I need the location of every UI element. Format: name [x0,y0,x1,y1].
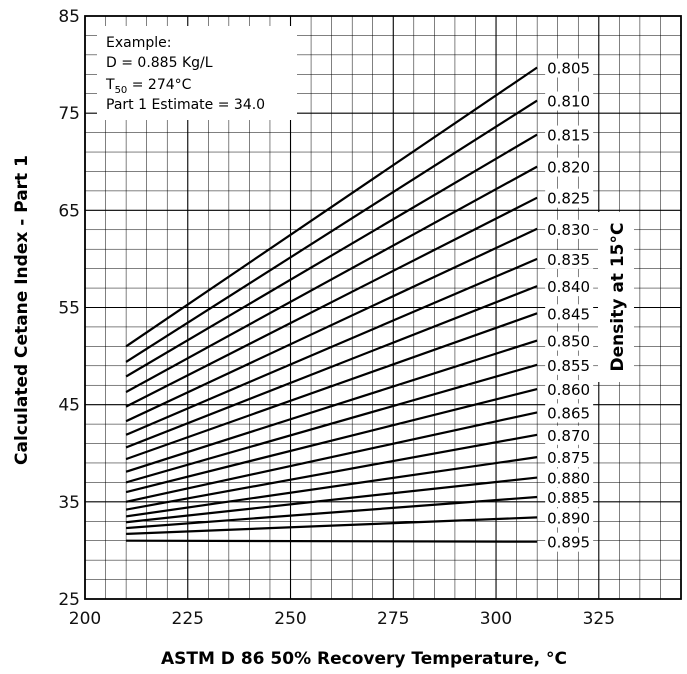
density-label-bg-0.840 [545,277,594,297]
example-t-value: = 274°C [127,77,191,93]
y-tick-label: 35 [58,493,80,513]
density-label-bg-0.865 [545,403,594,423]
x-tick-label: 225 [172,609,204,629]
example-annotation: Example: D = 0.885 Kg/L T50 = 274°C Part… [97,26,297,120]
density-label-bg-0.820 [545,157,594,177]
density-label-0.860: 0.860 [547,381,590,399]
example-t-subscript: 50 [115,85,128,96]
density-line-0.870 [125,433,538,511]
example-density: D = 0.885 Kg/L [106,55,213,71]
density-label-bg-0.875 [545,448,594,468]
density-label-bg-0.855 [545,355,594,375]
density-line-0.885 [126,495,538,530]
density-line-0.810 [125,99,538,363]
density-label-0.895: 0.895 [547,534,590,552]
x-axis-ticks: 200 225 250 275 300 325 [69,609,615,629]
density-line-0.830 [125,227,538,423]
example-box [97,26,297,120]
density-label-0.845: 0.845 [547,305,590,323]
y-tick-label: 85 [58,7,80,27]
density-label-0.810: 0.810 [547,93,590,111]
density-label-bg-0.835 [545,249,594,269]
density-line-0.835 [125,257,538,436]
density-label-0.880: 0.880 [547,470,590,488]
density-label-0.890: 0.890 [547,509,590,527]
x-tick-label: 250 [274,609,306,629]
x-tick-label: 325 [583,609,615,629]
density-line-0.805 [125,66,538,348]
density-label-0.805: 0.805 [547,59,590,77]
y-axis-ticks: 25 35 45 55 65 75 85 [58,7,80,610]
density-label-bg-0.880 [545,468,594,488]
y-tick-label: 25 [58,590,80,610]
density-label-bg-0.890 [545,508,594,528]
plot-frame [84,15,682,600]
density-line-0.895 [126,539,538,543]
x-tick-label: 200 [69,609,101,629]
x-axis-title: ASTM D 86 50% Recovery Temperature, °C [161,649,567,669]
legend-title-group: Density at 15°C [598,212,634,382]
density-label-bg-0.830 [545,219,594,239]
density-line-0.840 [125,285,538,449]
density-line-0.875 [125,456,538,518]
density-label-0.855: 0.855 [547,357,590,375]
density-line-0.855 [125,363,538,484]
density-label-bg-0.815 [545,125,594,145]
density-label-0.850: 0.850 [547,333,590,351]
density-line-0.890 [126,516,538,535]
density-label-0.815: 0.815 [547,127,590,145]
legend-title-box [598,212,634,382]
example-t-symbol: T [105,77,115,93]
example-heading: Example: [106,35,171,51]
density-lines [125,66,538,543]
density-label-bg-0.895 [545,532,594,552]
density-label-0.865: 0.865 [547,404,590,422]
legend-title: Density at 15°C [608,223,628,372]
density-label-0.830: 0.830 [547,221,590,239]
density-label-0.875: 0.875 [547,449,590,467]
density-label-bg-0.870 [545,425,594,445]
density-label-0.885: 0.885 [547,489,590,507]
density-label-bg-0.810 [545,91,594,111]
density-label-bg-0.825 [545,188,594,208]
density-line-0.825 [125,196,538,408]
density-line-0.845 [125,312,538,461]
x-tick-label: 275 [377,609,409,629]
density-line-0.880 [125,476,538,524]
density-label-bg-0.850 [545,331,594,351]
density-line-0.820 [125,165,538,393]
y-tick-label: 75 [58,104,80,124]
density-labels: 0.805 0.810 0.815 0.820 0.825 0.830 0.835 0.840… [545,58,594,552]
example-temperature: T50 = 274°C [105,77,192,96]
density-label-0.835: 0.835 [547,251,590,269]
density-label-0.870: 0.870 [547,427,590,445]
x-tick-label: 300 [480,609,512,629]
density-label-0.820: 0.820 [547,159,590,177]
y-axis-title: Calculated Cetane Index - Part 1 [12,155,32,465]
density-label-bg-0.845 [545,304,594,324]
y-tick-label: 45 [58,396,80,416]
density-label-bg-0.885 [545,487,594,507]
density-label-bg-0.805 [545,58,594,78]
density-line-0.850 [125,339,538,473]
density-line-0.865 [125,411,538,503]
density-line-0.815 [125,133,538,378]
example-estimate: Part 1 Estimate = 34.0 [106,97,265,113]
y-tick-label: 65 [58,201,80,221]
density-line-0.860 [125,388,538,494]
density-label-0.840: 0.840 [547,278,590,296]
density-label-0.825: 0.825 [547,190,590,208]
y-tick-label: 55 [58,299,80,319]
density-label-bg-0.860 [545,380,594,400]
